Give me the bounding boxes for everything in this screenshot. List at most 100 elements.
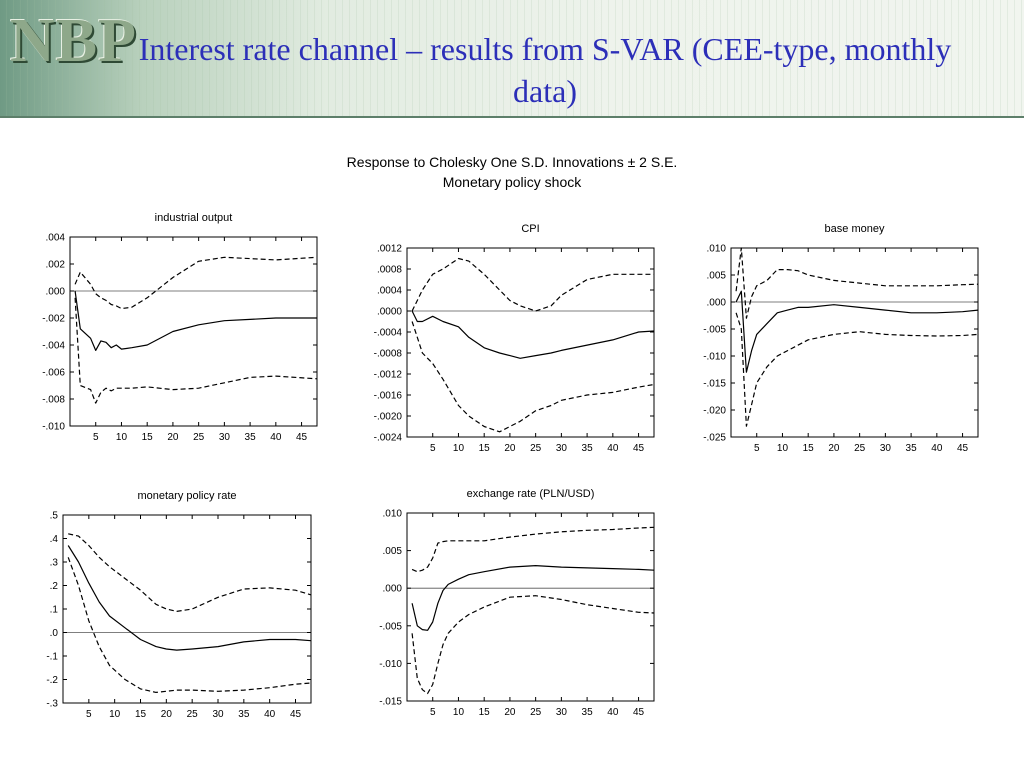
exchange-rate-x-tick-label: 35: [582, 707, 594, 718]
cpi-y-tick-label: -.0008: [374, 349, 403, 360]
base-money-lower-band: [735, 312, 979, 427]
cpi-y-tick-label: -.0004: [374, 328, 403, 339]
exchange-rate-y-tick-label: -.010: [379, 659, 402, 670]
exchange-rate-y-tick-label: -.015: [379, 697, 402, 708]
exchange-rate-x-tick-label: 15: [479, 707, 491, 718]
base-money-y-tick-label: .005: [707, 271, 727, 282]
monetary-policy-rate-x-tick-label: 20: [161, 709, 173, 720]
monetary-policy-rate-x-tick-label: 5: [86, 709, 92, 720]
base-money-title: base money: [825, 223, 885, 235]
industrial-output-x-tick-label: 40: [270, 432, 282, 443]
industrial-output-x-tick-label: 30: [219, 432, 231, 443]
monetary-policy-rate-y-tick-label: -.1: [46, 652, 58, 663]
industrial-output-y-tick-label: .000: [46, 287, 66, 298]
base-money-y-tick-label: -.020: [703, 406, 726, 417]
cpi-lower-band: [411, 321, 655, 433]
monetary-policy-rate-response-line: [67, 545, 312, 651]
base-money-upper-band: [735, 247, 979, 319]
slide-title-line-2: data): [513, 73, 577, 109]
exchange-rate-upper-band: [411, 526, 655, 573]
base-money-x-tick-label: 5: [754, 443, 760, 454]
figure-subtitle: Monetary policy shock: [442, 174, 582, 190]
base-money-x-tick-label: 40: [931, 443, 943, 454]
industrial-output-x-tick-label: 25: [193, 432, 205, 443]
exchange-rate-x-tick-label: 20: [504, 707, 516, 718]
cpi-response-line: [411, 310, 655, 359]
exchange-rate-y-tick-label: .000: [383, 584, 403, 595]
monetary-policy-rate-x-tick-label: 40: [264, 709, 276, 720]
cpi-title: CPI: [521, 223, 539, 235]
industrial-output-x-tick-label: 45: [296, 432, 308, 443]
monetary-policy-rate-y-tick-label: .5: [50, 511, 59, 522]
industrial-output-y-tick-label: .002: [46, 260, 66, 271]
monetary-policy-rate-x-tick-label: 30: [212, 709, 224, 720]
cpi-x-tick-label: 45: [633, 443, 645, 454]
monetary-policy-rate-y-tick-label: .3: [50, 558, 59, 569]
figure-title: Response to Cholesky One S.D. Innovation…: [346, 154, 678, 170]
exchange-rate-x-tick-label: 30: [556, 707, 568, 718]
exchange-rate-x-tick-label: 40: [607, 707, 619, 718]
monetary-policy-rate-upper-band: [68, 533, 312, 613]
base-money-x-tick-label: 20: [828, 443, 840, 454]
industrial-output-x-tick-label: 20: [167, 432, 179, 443]
cpi-y-tick-label: -.0020: [374, 412, 403, 423]
industrial-output-plot-frame: [69, 236, 318, 427]
exchange-rate-lower-band: [411, 595, 655, 695]
exchange-rate-y-tick-label: .005: [383, 546, 403, 557]
slide-title-line-1: Interest rate channel – results from S-V…: [138, 31, 952, 67]
monetary-policy-rate-y-tick-label: .1: [50, 605, 59, 616]
cpi-x-tick-label: 40: [607, 443, 619, 454]
monetary-policy-rate-x-tick-label: 10: [109, 709, 121, 720]
industrial-output-lower-band: [74, 297, 318, 404]
base-money-plot-frame: [730, 247, 979, 438]
cpi-y-tick-label: .0004: [377, 286, 402, 297]
exchange-rate-response-line: [411, 564, 655, 631]
industrial-output-response-line: [74, 290, 317, 351]
exchange-rate-x-tick-label: 5: [430, 707, 436, 718]
cpi-y-tick-label: .0012: [377, 244, 402, 255]
industrial-output-y-tick-label: -.002: [42, 314, 65, 325]
base-money-y-tick-label: -.025: [703, 433, 726, 444]
cpi-y-tick-label: .0008: [377, 265, 402, 276]
cpi-y-tick-label: -.0016: [374, 391, 403, 402]
cpi-x-tick-label: 10: [453, 443, 465, 454]
monetary-policy-rate-y-tick-label: .4: [50, 534, 59, 545]
exchange-rate-x-tick-label: 10: [453, 707, 465, 718]
exchange-rate-x-tick-label: 25: [530, 707, 542, 718]
cpi-y-tick-label: .0000: [377, 307, 402, 318]
base-money-x-tick-label: 45: [957, 443, 969, 454]
base-money-y-tick-label: .000: [707, 298, 727, 309]
industrial-output-y-tick-label: -.004: [42, 341, 65, 352]
cpi-x-tick-label: 25: [530, 443, 542, 454]
base-money-y-tick-label: -.005: [703, 325, 726, 336]
exchange-rate-y-tick-label: -.005: [379, 621, 402, 632]
slide-title: Interest rate channel – results from S-V…: [70, 28, 1020, 112]
industrial-output-upper-band: [74, 256, 318, 310]
exchange-rate-title: exchange rate (PLN/USD): [467, 488, 595, 500]
cpi-y-tick-label: -.0024: [374, 433, 403, 444]
header-divider: [0, 116, 1024, 118]
industrial-output-x-tick-label: 15: [142, 432, 154, 443]
monetary-policy-rate-y-tick-label: -.3: [46, 699, 58, 710]
base-money-x-tick-label: 10: [777, 443, 789, 454]
monetary-policy-rate-lower-band: [67, 557, 312, 694]
industrial-output-y-tick-label: .004: [46, 233, 66, 244]
industrial-output-y-tick-label: -.006: [42, 368, 65, 379]
monetary-policy-rate-x-tick-label: 35: [238, 709, 250, 720]
exchange-rate-y-tick-label: .010: [383, 509, 403, 520]
exchange-rate-plot-frame: [406, 512, 655, 702]
nbp-logo: NBP: [10, 7, 137, 75]
cpi-plot-frame: [406, 247, 655, 438]
industrial-output-x-tick-label: 10: [116, 432, 128, 443]
monetary-policy-rate-y-tick-label: .2: [50, 581, 59, 592]
industrial-output-y-tick-label: -.008: [42, 395, 65, 406]
monetary-policy-rate-title: monetary policy rate: [137, 490, 236, 502]
monetary-policy-rate-x-tick-label: 45: [290, 709, 302, 720]
slide-header: NBP Interest rate channel – results from…: [0, 0, 1024, 118]
base-money-x-tick-label: 25: [854, 443, 866, 454]
exchange-rate-x-tick-label: 45: [633, 707, 645, 718]
cpi-x-tick-label: 30: [556, 443, 568, 454]
